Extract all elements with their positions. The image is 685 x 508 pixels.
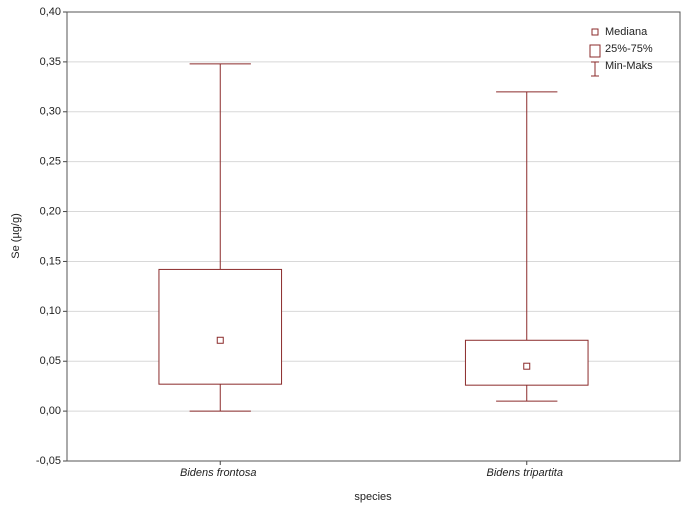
- legend-label: Min-Maks: [605, 60, 653, 72]
- y-tick-label: 0,10: [40, 305, 61, 317]
- x-tick-label: Bidens frontosa: [180, 467, 256, 479]
- x-tick-label: Bidens tripartita: [487, 467, 563, 479]
- y-tick-label: 0,15: [40, 255, 61, 267]
- y-tick-label: 0,00: [40, 405, 61, 417]
- median-marker: [523, 362, 531, 370]
- legend-box-icon: [589, 44, 601, 58]
- y-tick-label: 0,25: [40, 156, 61, 168]
- median-marker: [216, 336, 224, 344]
- legend-median-icon: [591, 28, 599, 36]
- legend-label: 25%-75%: [605, 43, 653, 55]
- y-tick-label: -0,05: [36, 455, 61, 467]
- y-tick-label: 0,35: [40, 56, 61, 68]
- x-axis-label: species: [354, 491, 392, 503]
- box: [158, 268, 283, 385]
- y-tick-label: 0,40: [40, 6, 61, 18]
- plot-frame: [66, 11, 681, 462]
- y-tick-label: 0,05: [40, 355, 61, 367]
- y-tick-label: 0,30: [40, 106, 61, 118]
- y-axis-label: Se (µg/g): [10, 213, 22, 258]
- legend-label: Mediana: [605, 26, 648, 38]
- y-tick-label: 0,20: [40, 205, 61, 217]
